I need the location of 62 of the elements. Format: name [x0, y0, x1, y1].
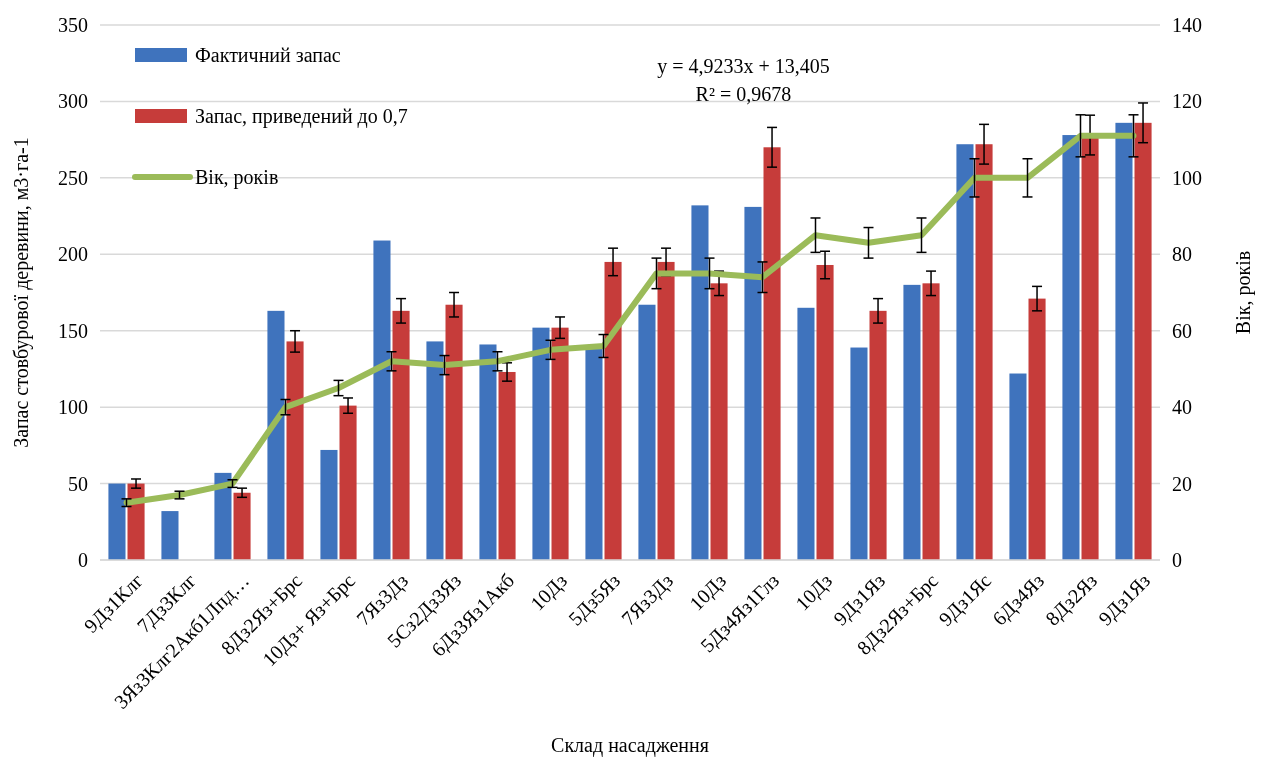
bar — [339, 405, 357, 560]
y-tick-label: 250 — [58, 166, 88, 189]
bar — [744, 206, 762, 560]
bar — [869, 310, 887, 560]
annotation: R² = 0,9678 — [695, 83, 792, 105]
y2-tick-label: 140 — [1172, 14, 1202, 36]
bar — [108, 483, 126, 560]
y-tick-label: 200 — [58, 243, 88, 266]
bar — [267, 310, 285, 560]
bar — [1028, 298, 1046, 560]
bar — [1009, 373, 1027, 560]
bar — [922, 283, 940, 560]
bar — [498, 371, 516, 560]
bar — [903, 284, 921, 560]
bar — [479, 344, 497, 560]
y-tick-label: 300 — [58, 90, 88, 113]
y-tick-label: 100 — [58, 396, 88, 419]
y-tick-label: 350 — [58, 14, 88, 36]
legend-label: Запас, приведений до 0,7 — [195, 105, 408, 128]
y2-tick-label: 120 — [1172, 90, 1202, 113]
bar — [214, 472, 232, 560]
y2-axis-title: Вік, років — [1232, 250, 1255, 335]
bar — [763, 147, 781, 560]
bar — [392, 310, 410, 560]
bar — [585, 349, 603, 560]
bar — [233, 492, 251, 560]
bar — [373, 240, 391, 560]
annotation: y = 4,9233x + 13,405 — [657, 55, 830, 78]
y2-tick-label: 20 — [1172, 472, 1192, 495]
legend-label: Вік, років — [195, 166, 279, 189]
bar — [551, 327, 569, 560]
bar — [286, 341, 304, 560]
bar — [638, 304, 656, 560]
y2-tick-label: 40 — [1172, 396, 1192, 419]
bar — [975, 144, 993, 560]
y2-tick-label: 0 — [1172, 549, 1182, 571]
bar — [426, 341, 444, 560]
y-axis-title: Запас стовбурової деревини, м3·га-1 — [10, 137, 33, 448]
bar — [320, 449, 338, 560]
x-axis-title: Склад насадження — [551, 734, 709, 757]
bar — [161, 511, 179, 560]
y-tick-label: 50 — [68, 472, 88, 495]
y-tick-label: 150 — [58, 319, 88, 342]
bar — [956, 144, 974, 560]
bar — [532, 327, 550, 560]
bar — [1062, 135, 1080, 560]
bar — [127, 483, 145, 560]
y-tick-label: 0 — [78, 549, 88, 571]
bar — [850, 347, 868, 560]
y2-tick-label: 60 — [1172, 319, 1192, 342]
bar — [1115, 122, 1133, 560]
bar — [657, 261, 675, 560]
bar — [445, 304, 463, 560]
bar — [691, 205, 709, 560]
y2-tick-label: 100 — [1172, 166, 1202, 189]
bar — [710, 283, 728, 560]
bar — [1134, 122, 1152, 560]
y2-tick-label: 80 — [1172, 243, 1192, 266]
bar — [816, 264, 834, 560]
bar — [604, 261, 622, 560]
bar — [797, 307, 815, 560]
legend-label: Фактичний запас — [195, 44, 341, 66]
